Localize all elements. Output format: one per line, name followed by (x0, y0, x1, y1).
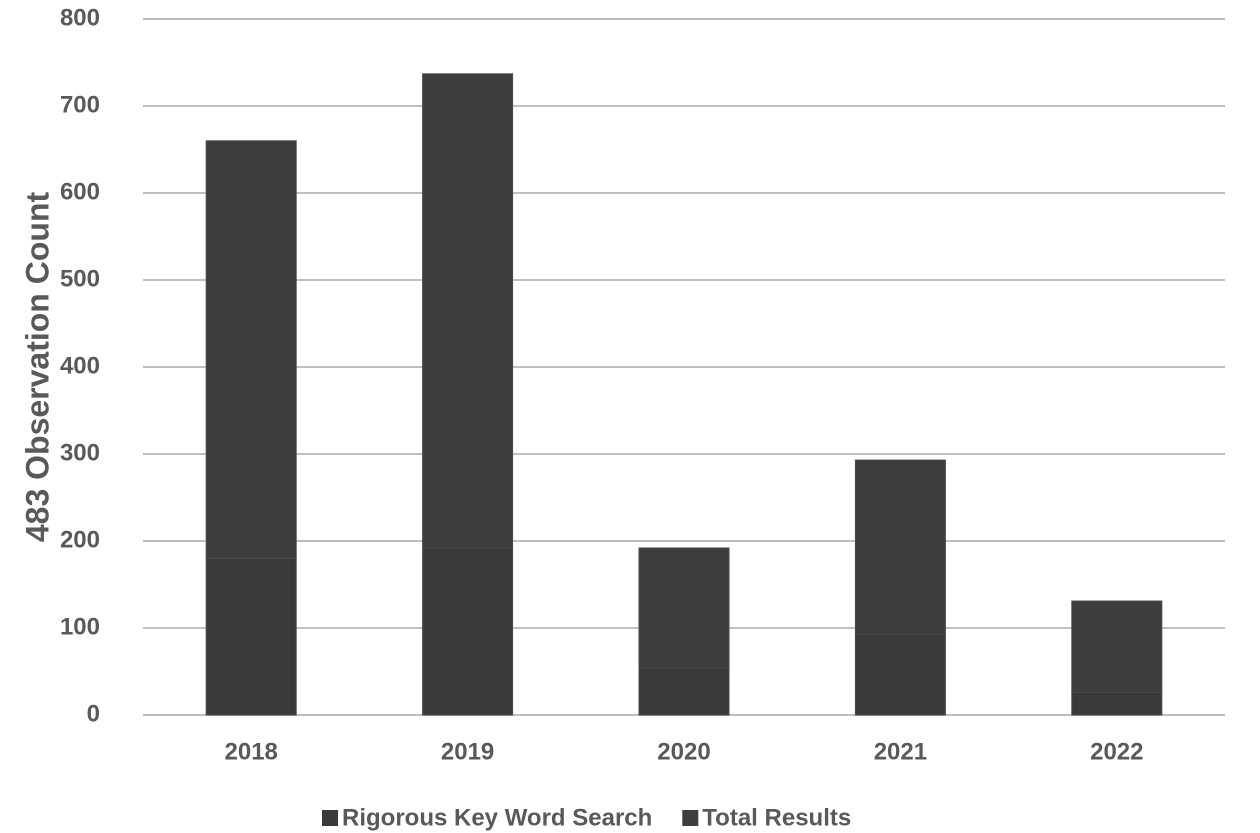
y-tick-label: 300 (60, 439, 100, 466)
y-tick-label: 100 (60, 613, 100, 640)
legend-label: Rigorous Key Word Search (342, 804, 652, 831)
bar-segment (638, 667, 730, 716)
y-tick-label: 200 (60, 526, 100, 553)
bar-segment (422, 73, 514, 549)
bar-segment (205, 557, 297, 716)
y-tick-label: 0 (87, 700, 100, 727)
y-axis-label: 483 Observation Count (19, 192, 55, 543)
bar-segment (1071, 691, 1163, 716)
y-tick-label: 600 (60, 178, 100, 205)
y-tick-label: 700 (60, 91, 100, 118)
bar-segment (854, 633, 946, 716)
legend-swatch (682, 810, 699, 826)
bar-segment (638, 547, 730, 669)
bar-segment (205, 140, 297, 559)
x-tick-label: 2021 (874, 738, 927, 765)
bar-segment (1071, 600, 1163, 693)
x-tick-label: 2020 (657, 738, 710, 765)
bar-segment (854, 459, 946, 635)
x-tick-label: 2019 (441, 738, 494, 765)
y-tick-label: 500 (60, 265, 100, 292)
y-tick-label: 400 (60, 352, 100, 379)
legend-swatch (322, 810, 338, 826)
legend-label: Total Results (702, 804, 851, 831)
x-tick-label: 2018 (225, 738, 278, 765)
y-tick-label: 800 (60, 4, 100, 31)
bar-segment (422, 547, 514, 716)
x-tick-label: 2022 (1090, 738, 1143, 765)
